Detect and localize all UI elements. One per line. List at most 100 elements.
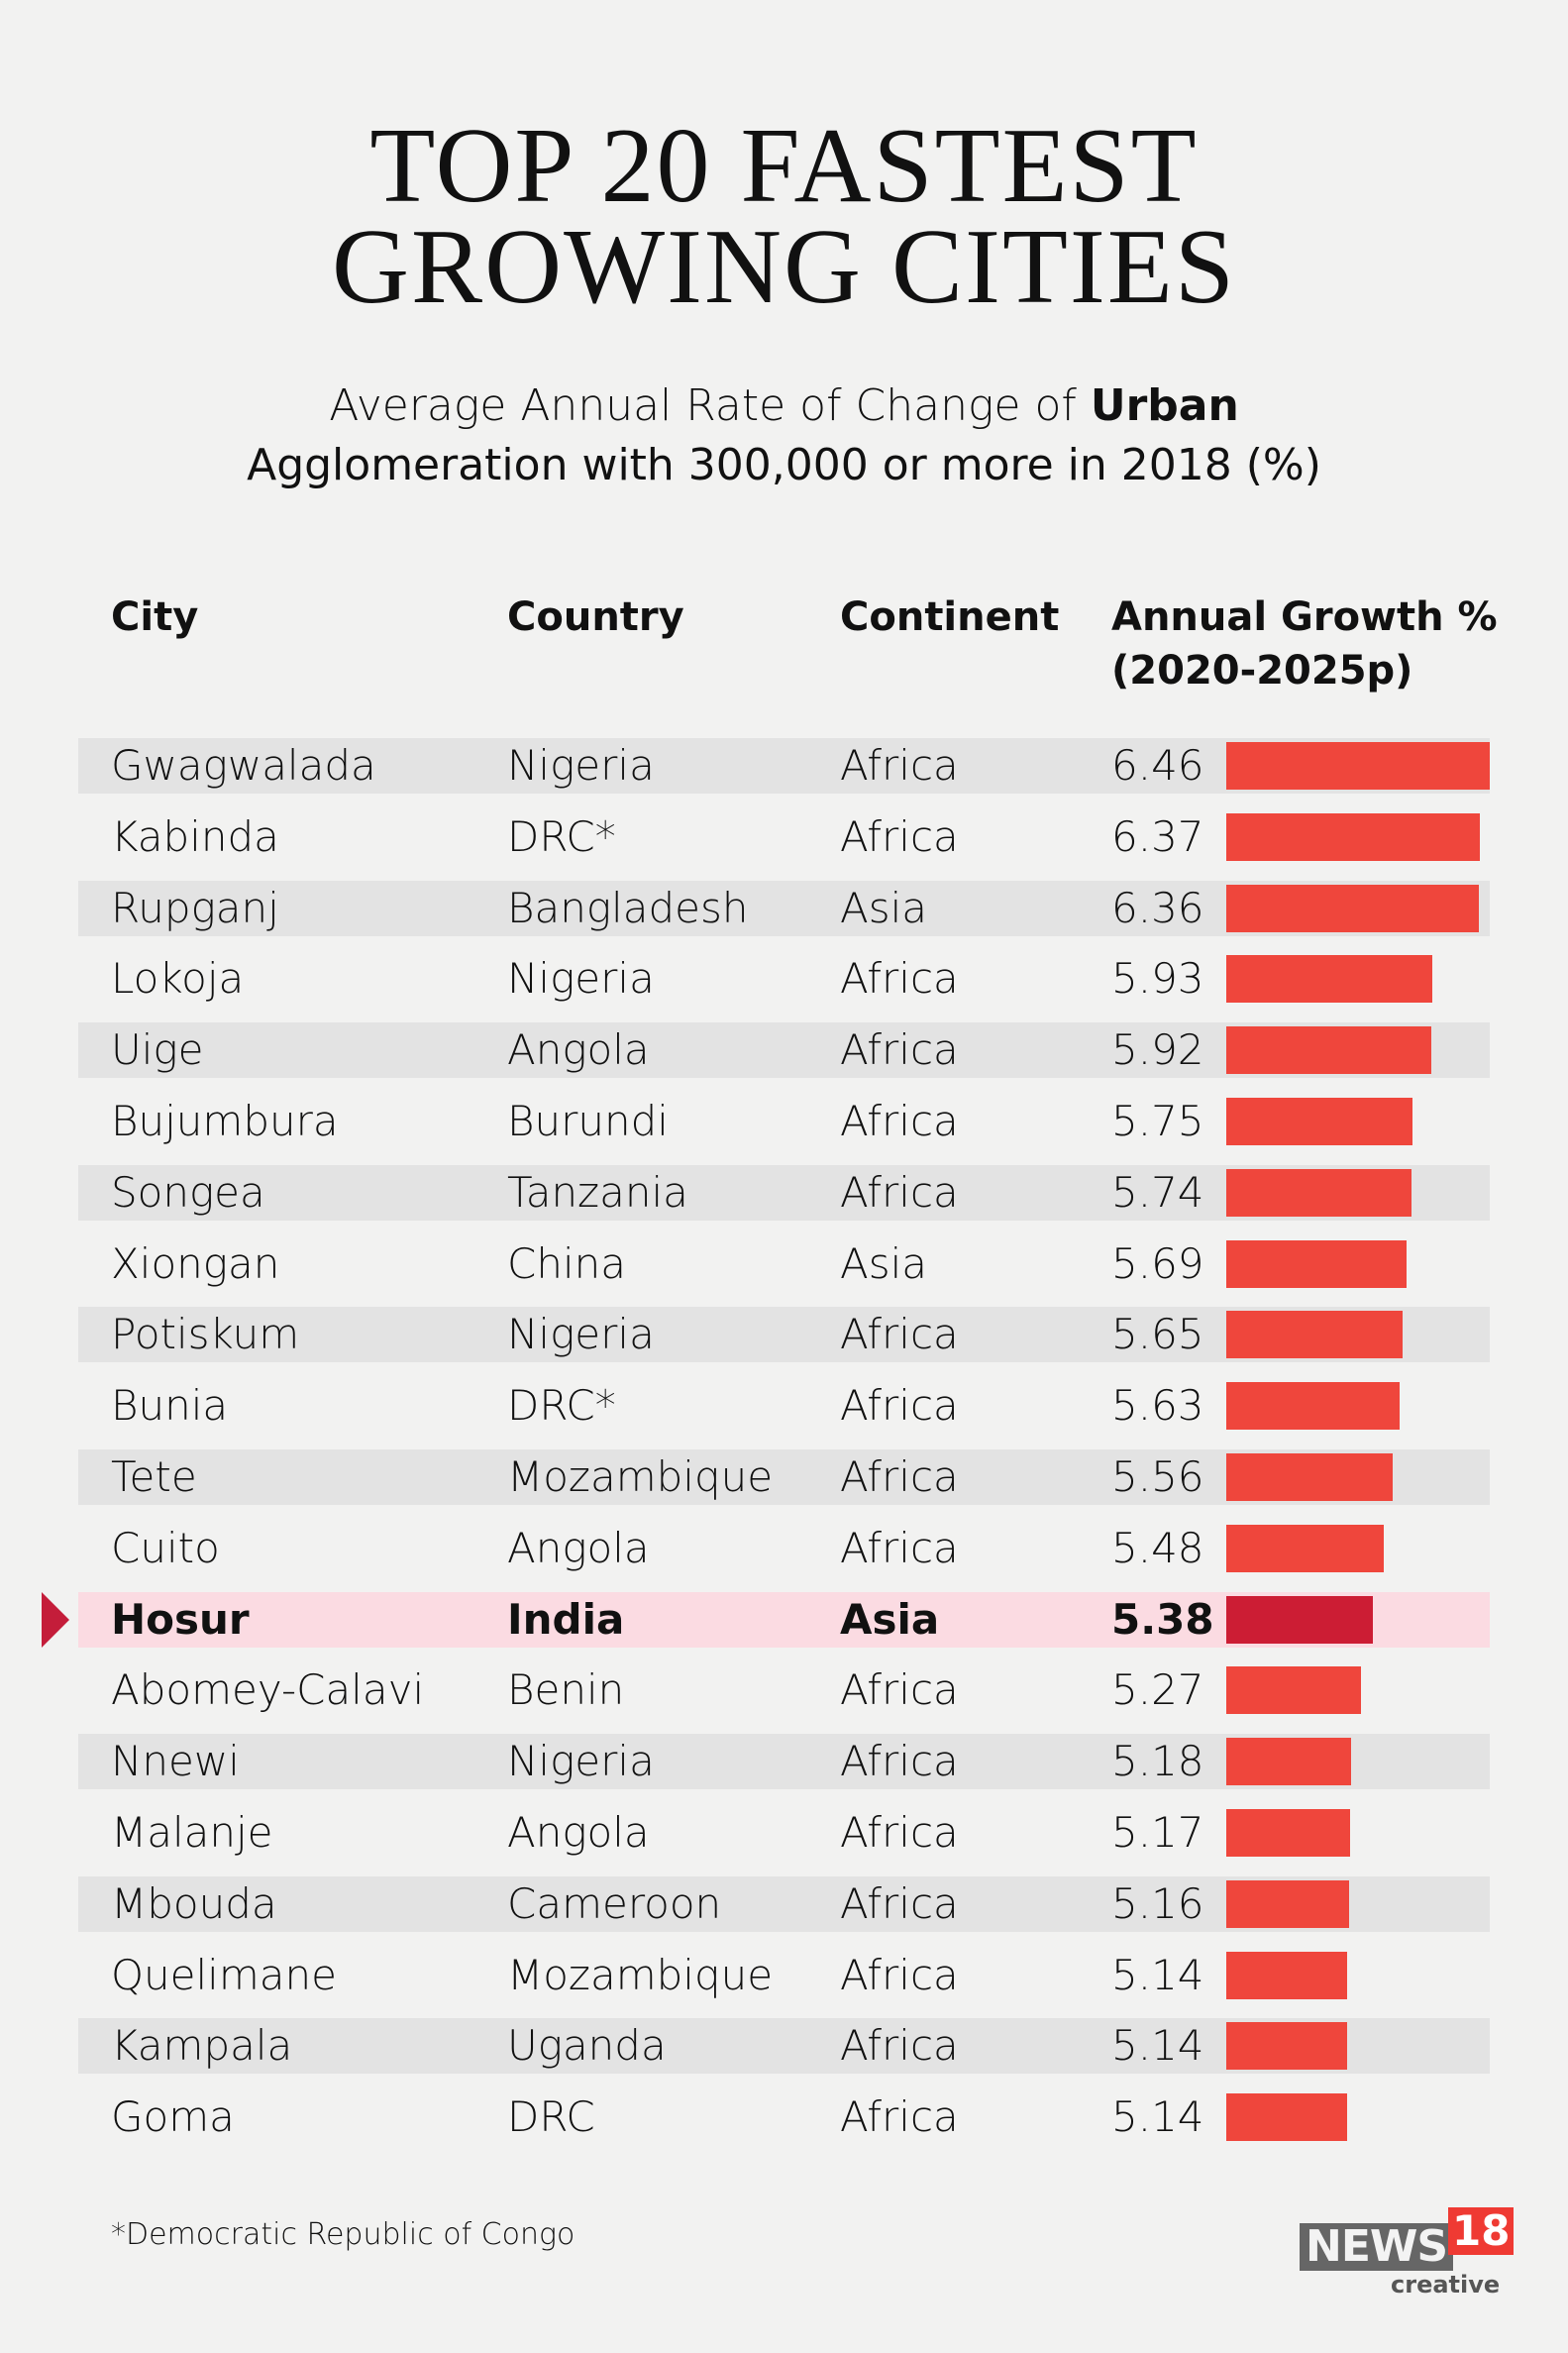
cell-country: Nigeria [507,1310,655,1359]
table-row: Bujumbura Burundi Africa 5.75 [78,1094,1490,1149]
cell-country: Mozambique [507,1950,774,1999]
cell-growth: 6.36 [1111,883,1204,932]
growth-bar [1226,2022,1347,2071]
cell-city: Potiskum [111,1310,300,1359]
table-row: Kampala Uganda Africa 5.14 [78,2018,1490,2075]
cell-country: DRC* [507,811,616,861]
cell-continent: Africa [840,741,959,790]
cell-growth: 6.46 [1111,741,1204,790]
header-growth-line2: (2020-2025p) [1111,648,1413,694]
table-row: Xiongan China Asia 5.69 [78,1236,1490,1292]
cell-city: Quelimane [111,1950,337,1999]
cell-continent: Africa [840,1523,959,1572]
cell-city: Kabinda [111,811,279,861]
cell-growth: 5.27 [1111,1665,1204,1715]
cell-growth: 5.56 [1111,1452,1204,1501]
cell-continent: Africa [840,1025,959,1075]
cell-continent: Africa [840,1310,959,1359]
growth-bar [1226,1951,1347,1999]
logo-brand: NEWS [1300,2223,1454,2271]
logo-number: 18 [1448,2207,1515,2255]
cell-growth: 5.74 [1111,1167,1204,1217]
cell-continent: Asia [840,1594,940,1644]
cell-continent: Asia [840,883,928,932]
growth-bar [1226,1738,1352,1786]
title-line-2: GROWING CITIES [332,208,1236,326]
cell-country: Nigeria [507,1737,655,1786]
growth-bar [1226,1382,1401,1431]
table-row: Gwagwalada Nigeria Africa 6.46 [78,738,1490,794]
cell-growth: 5.18 [1111,1737,1204,1786]
cell-country: Angola [507,1025,650,1075]
cell-growth: 5.63 [1111,1381,1204,1431]
logo-tag: creative [1391,2271,1501,2299]
cell-continent: Africa [840,1665,959,1715]
highlight-arrow-icon [42,1591,69,1648]
cell-country: Cameroon [507,1878,722,1928]
cell-country: Angola [507,1523,650,1572]
growth-bar [1226,1311,1403,1359]
cell-growth: 5.48 [1111,1523,1204,1572]
cell-continent: Asia [840,1238,928,1288]
cell-country: DRC* [507,1381,616,1431]
table-row: Cuito Angola Africa 5.48 [78,1521,1490,1576]
growth-bar [1226,1524,1385,1572]
cell-country: Benin [507,1665,625,1715]
cell-continent: Africa [840,1167,959,1217]
growth-bar [1226,742,1490,790]
cell-growth: 5.14 [1111,2092,1204,2142]
footnote: *Democratic Republic of Congo [111,2217,575,2252]
table-row: Quelimane Mozambique Africa 5.14 [78,1948,1490,2003]
cell-city: Kampala [111,2021,293,2071]
cell-country: Tanzania [507,1167,688,1217]
subtitle-bold: Urban [1090,380,1239,431]
growth-bar [1226,1595,1374,1644]
cell-growth: 5.69 [1111,1238,1204,1288]
title-line-1: TOP 20 FASTEST [369,107,1199,225]
table-row: Songea Tanzania Africa 5.74 [78,1164,1490,1221]
news18-logo: NEWS 18 creative [1300,2207,1515,2299]
cell-country: Burundi [507,1097,669,1145]
table-row: Uige Angola Africa 5.92 [78,1022,1490,1079]
cell-country: Nigeria [507,741,655,790]
cell-country: DRC [507,2092,595,2142]
growth-bar [1226,1168,1412,1217]
table-row: Mbouda Cameroon Africa 5.16 [78,1875,1490,1932]
cell-city: Uige [111,1025,204,1075]
table-row: Malanje Angola Africa 5.17 [78,1805,1490,1861]
cell-city: Goma [111,2092,235,2142]
header-growth-line1: Annual Growth % [1111,594,1498,640]
cell-continent: Africa [840,1381,959,1431]
growth-bar [1226,2093,1347,2142]
cell-growth: 5.14 [1111,2021,1204,2071]
cell-city: Songea [111,1167,265,1217]
cell-growth: 5.16 [1111,1878,1204,1928]
cell-growth: 5.92 [1111,1025,1204,1075]
cell-city: Bujumbura [111,1097,339,1145]
cell-growth: 5.75 [1111,1097,1204,1145]
cell-country: India [507,1594,625,1644]
cell-city: Hosur [111,1594,250,1644]
growth-bar [1226,1026,1432,1075]
table-row: Goma DRC Africa 5.14 [78,2089,1490,2145]
table-row: Tete Mozambique Africa 5.56 [78,1449,1490,1505]
table-row: Lokoja Nigeria Africa 5.93 [78,951,1490,1007]
cell-city: Nnewi [111,1737,240,1786]
cell-continent: Africa [840,2092,959,2142]
cell-country: China [507,1238,626,1288]
cell-country: Nigeria [507,954,655,1004]
growth-bar [1226,1809,1351,1857]
cell-country: Uganda [507,2021,667,2071]
cell-city: Gwagwalada [111,741,376,790]
cell-country: Mozambique [507,1452,774,1501]
growth-bar [1226,884,1479,932]
growth-bar [1226,1666,1362,1715]
header-country: Country [507,594,684,640]
cell-growth: 6.37 [1111,811,1204,861]
cell-growth: 5.38 [1111,1594,1214,1644]
cell-country: Angola [507,1808,650,1857]
table-row: Potiskum Nigeria Africa 5.65 [78,1307,1490,1363]
cell-continent: Africa [840,2021,959,2071]
cell-city: Rupganj [111,883,279,932]
cell-continent: Africa [840,1737,959,1786]
